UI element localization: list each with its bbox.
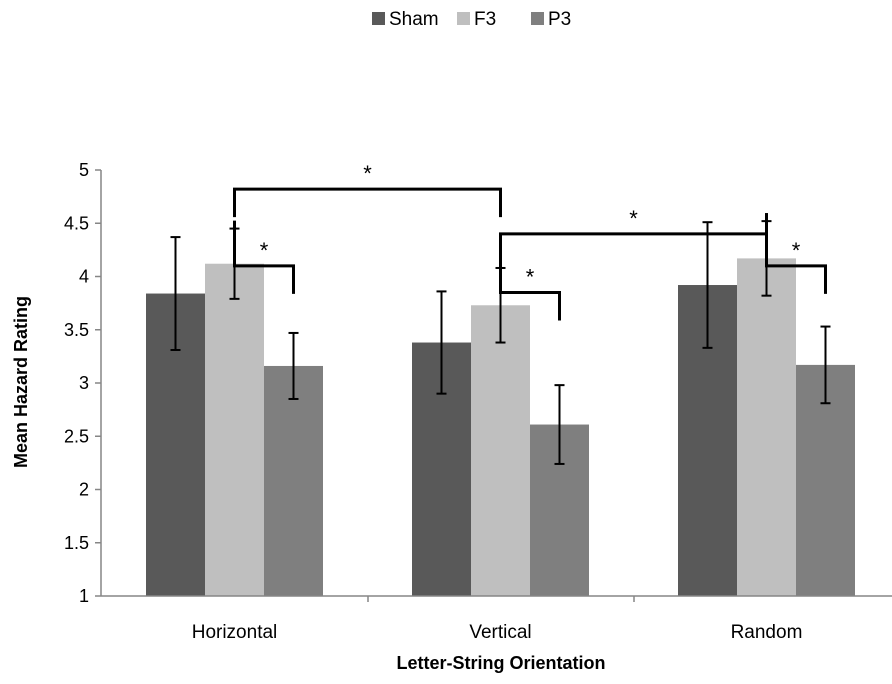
y-tick-label: 2.5: [64, 426, 89, 446]
significance-star: *: [629, 206, 638, 231]
y-tick-label: 4: [79, 267, 89, 287]
bars-group: [146, 258, 855, 596]
significance-bracket: *: [233, 161, 502, 218]
y-tick-label: 1.5: [64, 533, 89, 553]
legend-swatch: [457, 12, 470, 25]
legend-label: F3: [474, 9, 496, 30]
legend-swatch: [531, 12, 544, 25]
y-axis-title: Mean Hazard Rating: [11, 296, 31, 468]
error-bar-sham-horizontal: [170, 236, 181, 351]
legend: Sham F3 P3: [372, 9, 571, 30]
y-tick-label: 3.5: [64, 320, 89, 340]
y-tick-label: 2: [79, 480, 89, 500]
error-bar-p3-random: [820, 325, 831, 405]
legend-item-sham: Sham: [372, 9, 439, 30]
significance-star: *: [526, 264, 535, 289]
x-axis-title: Letter-String Orientation: [396, 653, 605, 673]
legend-item-f3: F3: [457, 9, 496, 30]
x-tick-label-vertical: Vertical: [469, 622, 531, 643]
significance-brackets: * * * * *: [233, 161, 827, 321]
x-tick-label-random: Random: [731, 622, 803, 643]
bar-f3-vertical: [471, 305, 530, 596]
error-bar-sham-vertical: [436, 290, 447, 395]
bar-f3-random: [737, 258, 796, 596]
x-tick-label-horizontal: Horizontal: [192, 622, 278, 643]
legend-label: Sham: [389, 9, 439, 30]
y-tick-label: 5: [79, 160, 89, 180]
error-bar-p3-horizontal: [288, 331, 299, 400]
significance-star: *: [363, 161, 372, 186]
significance-bracket: *: [765, 213, 827, 294]
legend-label: P3: [548, 9, 571, 30]
y-tick-label: 3: [79, 373, 89, 393]
bar-f3-horizontal: [205, 263, 264, 596]
significance-star: *: [260, 238, 269, 263]
legend-swatch: [372, 12, 385, 25]
error-bar-sham-random: [702, 221, 713, 349]
significance-bracket: *: [499, 206, 768, 260]
error-bar-p3-vertical: [554, 384, 565, 465]
y-tick-label: 4.5: [64, 213, 89, 233]
legend-item-p3: P3: [531, 9, 571, 30]
significance-bracket: *: [499, 259, 561, 321]
significance-bracket: *: [233, 220, 295, 294]
bar-p3-horizontal: [264, 365, 323, 596]
axes-group: 1 1.5 2 2.5 3 3.5 4 4.5 5 Horizontal Vertical Rando…: [64, 160, 892, 643]
y-tick-label: 1: [79, 586, 89, 606]
significance-star: *: [792, 238, 801, 263]
